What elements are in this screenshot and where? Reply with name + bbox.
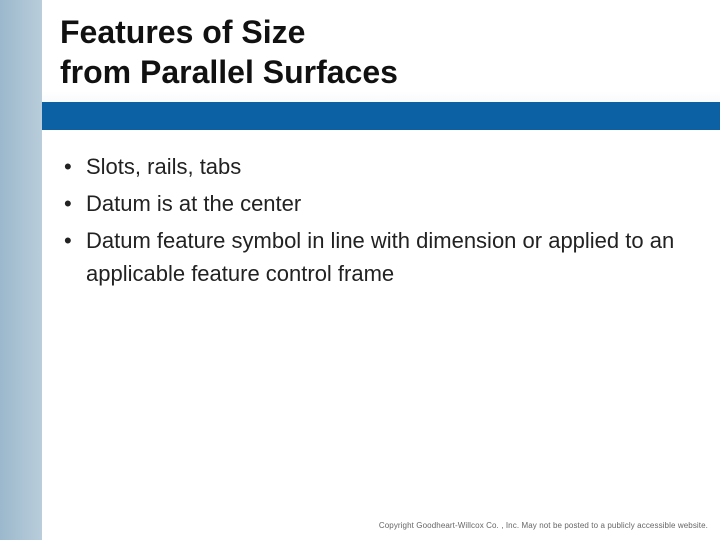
- title-line-2: from Parallel Surfaces: [60, 54, 398, 90]
- left-stripe: [0, 0, 42, 540]
- bullet-list: Slots, rails, tabs Datum is at the cente…: [60, 150, 690, 290]
- slide: Features of Size from Parallel Surfaces …: [0, 0, 720, 540]
- content-area: Slots, rails, tabs Datum is at the cente…: [60, 150, 690, 294]
- slide-title: Features of Size from Parallel Surfaces: [60, 12, 700, 92]
- list-item: Slots, rails, tabs: [60, 150, 690, 183]
- list-item: Datum feature symbol in line with dimens…: [60, 224, 690, 290]
- copyright-footer: Copyright Goodheart-Willcox Co. , Inc. M…: [379, 521, 708, 530]
- title-line-1: Features of Size: [60, 14, 305, 50]
- list-item: Datum is at the center: [60, 187, 690, 220]
